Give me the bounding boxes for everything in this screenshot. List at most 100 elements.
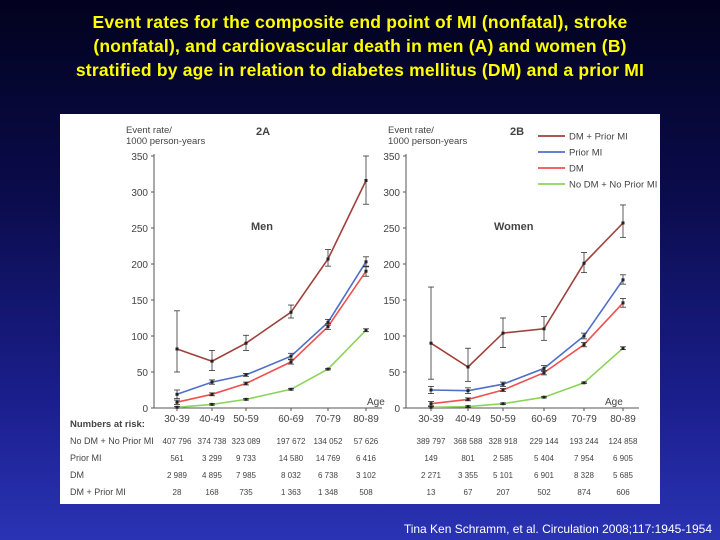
- legend-label: DM + Prior MI: [569, 132, 628, 143]
- y-tick-label: 350: [383, 152, 400, 163]
- data-point: [501, 402, 505, 406]
- risk-cell-women: 328 918: [489, 437, 518, 446]
- risk-cell-women: 3 355: [458, 471, 479, 480]
- y-axis-label-line-1: Event rate/: [388, 125, 434, 136]
- risk-cell-women: 6 901: [534, 471, 555, 480]
- x-tick-label: 30-39: [418, 414, 444, 425]
- y-tick-label: 350: [131, 152, 148, 163]
- risk-cell-men: 508: [359, 488, 373, 497]
- series-line: [430, 279, 624, 392]
- risk-cell-women: 207: [496, 488, 510, 497]
- x-tick-label: 40-49: [455, 414, 481, 425]
- y-tick-label: 300: [383, 188, 400, 199]
- risk-cell-men: 374 738: [198, 437, 227, 446]
- risk-cell-men: 6 738: [318, 471, 339, 480]
- x-axis-label: Age: [605, 397, 623, 408]
- data-point: [542, 366, 546, 370]
- risk-cell-men: 735: [239, 488, 253, 497]
- y-tick-label: 100: [383, 332, 400, 343]
- risk-cell-women: 149: [424, 454, 438, 463]
- risk-cell-women: 5 101: [493, 471, 514, 480]
- y-tick-label: 300: [131, 188, 148, 199]
- data-point: [289, 387, 293, 391]
- risk-cell-men: 4 895: [202, 471, 223, 480]
- x-tick-label: 40-49: [199, 414, 225, 425]
- x-tick-label: 80-89: [353, 414, 379, 425]
- data-point: [289, 354, 293, 358]
- risk-cell-women: 874: [577, 488, 591, 497]
- data-point: [210, 380, 214, 384]
- risk-cell-women: 13: [427, 488, 436, 497]
- slide-title-line-2: (nonfatal), and cardiovascular death in …: [93, 36, 627, 56]
- group-label: Women: [494, 221, 534, 233]
- data-point: [175, 400, 179, 404]
- risk-cell-men: 3 102: [356, 471, 377, 480]
- risk-cell-women: 67: [464, 488, 473, 497]
- slide-title-line-3: stratified by age in relation to diabete…: [75, 60, 645, 80]
- x-tick-label: 30-39: [164, 414, 190, 425]
- data-point: [466, 397, 470, 401]
- series-line: [430, 347, 624, 409]
- data-point: [326, 320, 330, 324]
- risk-cell-women: 5 404: [534, 454, 555, 463]
- risk-table-title: Numbers at risk:: [70, 419, 145, 430]
- data-point: [429, 405, 433, 409]
- data-point: [289, 360, 293, 364]
- y-tick-label: 150: [383, 296, 400, 307]
- risk-row-label: DM + Prior MI: [70, 487, 126, 497]
- y-tick-label: 200: [131, 260, 148, 271]
- data-point: [244, 373, 248, 377]
- data-point: [621, 221, 625, 225]
- data-point: [466, 405, 470, 409]
- data-point: [326, 257, 330, 261]
- series-line: [176, 180, 367, 363]
- risk-cell-men: 323 089: [232, 437, 261, 446]
- risk-cell-women: 801: [461, 454, 475, 463]
- data-point: [175, 347, 179, 351]
- data-point: [466, 365, 470, 369]
- figure-svg: 0 50 100 150 200 250 300 350 30-39 40-49 50-59 60-6…: [70, 125, 657, 497]
- panel-letter: 2B: [510, 126, 524, 138]
- series-line: [430, 302, 624, 405]
- data-point: [244, 382, 248, 386]
- x-tick-label: 70-79: [571, 414, 597, 425]
- y-tick-label: 250: [131, 224, 148, 235]
- risk-cell-men: 197 672: [277, 437, 306, 446]
- group-label: Men: [251, 221, 273, 233]
- data-point: [244, 341, 248, 345]
- risk-cell-women: 8 328: [574, 471, 595, 480]
- risk-cell-men: 28: [173, 488, 182, 497]
- risk-cell-men: 8 032: [281, 471, 302, 480]
- data-point: [364, 178, 368, 182]
- x-axis-label: Age: [367, 397, 385, 408]
- data-point: [364, 269, 368, 273]
- x-tick-label: 50-59: [490, 414, 516, 425]
- data-point: [210, 359, 214, 363]
- risk-cell-women: 2 271: [421, 471, 442, 480]
- legend-label: No DM + No Prior MI: [569, 180, 657, 191]
- series-line: [176, 270, 367, 403]
- risk-cell-men: 57 626: [354, 437, 379, 446]
- data-point: [175, 392, 179, 396]
- risk-cell-women: 368 588: [454, 437, 483, 446]
- risk-cell-men: 14 580: [279, 454, 304, 463]
- risk-cell-men: 168: [205, 488, 219, 497]
- figure-panel: 0 50 100 150 200 250 300 350 30-39 40-49 50-59 60-6…: [60, 114, 660, 504]
- risk-cell-women: 124 858: [609, 437, 638, 446]
- data-point: [175, 405, 179, 409]
- series-line: [176, 329, 367, 409]
- y-tick-label: 200: [383, 260, 400, 271]
- data-point: [289, 310, 293, 314]
- series-line: [430, 222, 624, 369]
- data-point: [501, 331, 505, 335]
- y-axis-label-line-2: 1000 person-years: [126, 136, 205, 147]
- risk-cell-women: 502: [537, 488, 551, 497]
- data-point: [501, 388, 505, 392]
- risk-cell-men: 9 733: [236, 454, 257, 463]
- data-point: [429, 341, 433, 345]
- data-point: [364, 328, 368, 332]
- risk-cell-women: 229 144: [530, 437, 559, 446]
- risk-cell-men: 561: [170, 454, 184, 463]
- data-point: [582, 381, 586, 385]
- risk-cell-women: 389 797: [417, 437, 446, 446]
